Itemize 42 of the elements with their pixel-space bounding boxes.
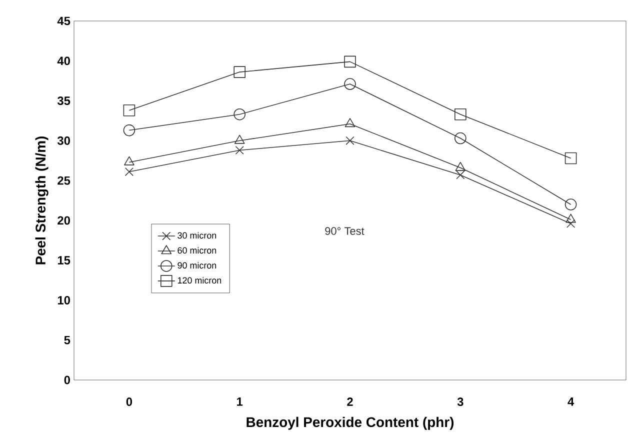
point: [235, 146, 244, 155]
legend-label: 30 micron: [178, 232, 216, 239]
x-tick-label: 2: [347, 398, 353, 406]
point: [566, 214, 576, 223]
legend-label: 90 micron: [178, 262, 216, 269]
point: [124, 167, 134, 176]
y-tick-label: 10: [58, 296, 70, 304]
y-tick-label: 15: [58, 256, 70, 264]
legend-label: 120 micron: [178, 276, 222, 284]
point: [344, 118, 356, 128]
point: [234, 66, 246, 78]
point: [564, 152, 577, 164]
point: [344, 78, 356, 90]
y-tick-label: 30: [57, 136, 70, 145]
x-tick-label: 4: [568, 398, 574, 406]
point: [123, 124, 136, 136]
legend-label: 60 micron: [178, 247, 216, 254]
y-tick-label: 35: [57, 96, 70, 106]
x-tick-label: 1: [237, 398, 243, 406]
point: [123, 104, 136, 116]
y-tick-label: 45: [57, 16, 70, 26]
point: [234, 108, 246, 120]
y-tick-label: 5: [64, 336, 70, 344]
y-tick-label: 25: [58, 176, 70, 185]
annotation: 90° Test: [325, 227, 364, 235]
point: [124, 156, 134, 166]
point: [455, 162, 466, 171]
point: [234, 134, 245, 144]
point: [346, 136, 354, 145]
point: [566, 219, 576, 228]
x-tick-label: 3: [457, 398, 464, 406]
point: [454, 132, 466, 144]
x-tick-label: 0: [126, 398, 132, 406]
point: [344, 56, 356, 68]
y-tick-label: 20: [58, 216, 70, 225]
point: [454, 108, 466, 120]
y-tick-label: 40: [57, 56, 70, 66]
y-axis-title: Peel Strength (N/m): [35, 136, 48, 264]
point: [564, 198, 577, 210]
x-axis-title: Benzoyl Peroxide Content (phr): [246, 416, 454, 430]
y-tick-label: 0: [64, 376, 70, 384]
point: [456, 170, 465, 180]
